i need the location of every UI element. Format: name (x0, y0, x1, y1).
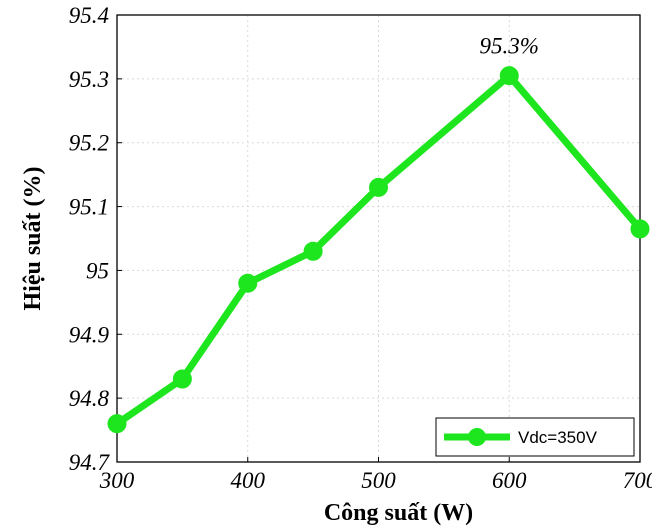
data-point (630, 219, 650, 239)
y-tick-label: 94.7 (69, 450, 111, 475)
y-tick-label: 94.8 (69, 386, 110, 411)
legend-marker (468, 428, 486, 446)
x-tick-label: 300 (99, 468, 135, 493)
legend-entry-label: Vdc=350V (518, 428, 598, 447)
data-point (172, 369, 192, 389)
x-tick-label: 700 (623, 468, 652, 493)
data-point (499, 66, 519, 86)
x-tick-label: 600 (492, 468, 527, 493)
data-point (238, 273, 258, 293)
x-tick-label: 400 (231, 468, 266, 493)
data-point (303, 241, 323, 261)
y-tick-label: 95.3 (69, 67, 109, 92)
y-tick-label: 95 (86, 258, 109, 283)
y-tick-label: 94.9 (69, 322, 110, 347)
series-layer (107, 66, 650, 434)
grid (117, 15, 640, 462)
x-axis-label: Công suất (W) (324, 500, 473, 526)
x-axis-ticks: 300 400 500 600 700 (99, 457, 652, 493)
y-axis-ticks: 94.7 94.8 94.9 95 95.1 95.2 95.3 95.4 (69, 3, 122, 475)
plot-area (116, 14, 641, 463)
y-tick-label: 95.4 (69, 3, 109, 28)
x-tick-label: 500 (361, 468, 396, 493)
y-tick-label: 95.1 (69, 195, 109, 220)
y-axis-label: Hiệu suất (%) (20, 167, 46, 311)
data-point (369, 177, 388, 197)
legend: Vdc=350V (435, 417, 635, 457)
peak-annotation: 95.3% (480, 34, 539, 59)
y-tick-label: 95.2 (69, 131, 109, 156)
data-point (107, 414, 127, 434)
